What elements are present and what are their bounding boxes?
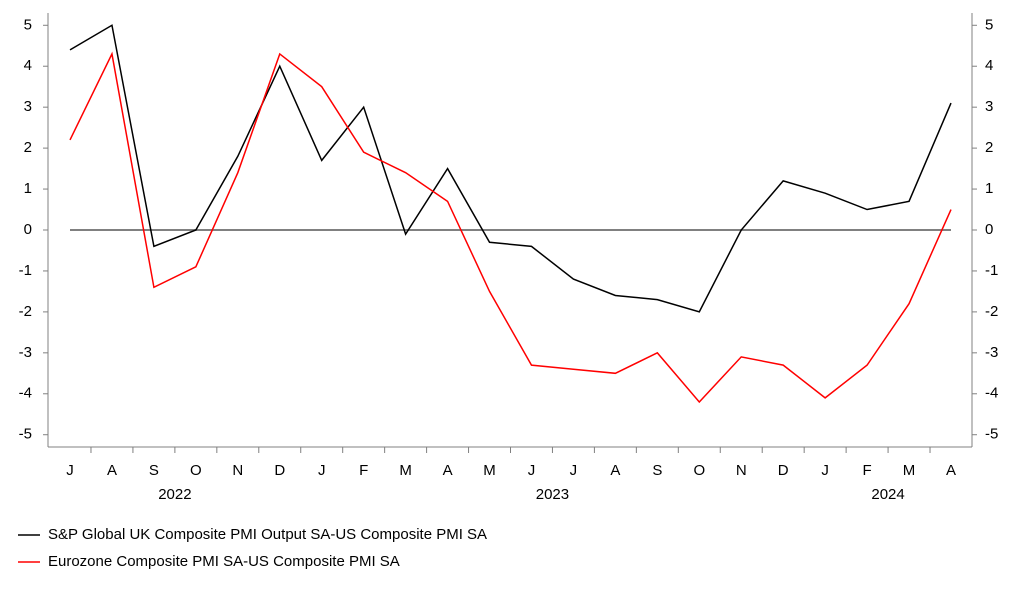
y-tick-label: 1 [24, 180, 32, 197]
x-tick-label: A [610, 462, 620, 479]
y2-tick-label: 1 [985, 180, 993, 197]
series-line [69, 51, 952, 404]
y2-tick-label: 5 [985, 16, 993, 33]
x-tick-label: A [107, 462, 117, 479]
y-tick-label: 3 [24, 98, 32, 115]
legend-label: S&P Global UK Composite PMI Output SA-US… [48, 526, 487, 543]
x-tick-label: S [652, 462, 662, 479]
x-tick-label: N [736, 462, 747, 479]
y2-tick-label: -4 [985, 385, 998, 402]
y-tick-label: 2 [24, 139, 32, 156]
x-tick-label: F [863, 462, 872, 479]
y2-tick-label: -3 [985, 344, 998, 361]
x-tick-label: M [903, 462, 916, 479]
y-tick-label: -2 [19, 303, 32, 320]
x-tick-label: S [149, 462, 159, 479]
year-label: 2022 [158, 486, 191, 503]
x-tick-label: D [778, 462, 789, 479]
legend-label: Eurozone Composite PMI SA-US Composite P… [48, 553, 400, 570]
y2-tick-label: -5 [985, 426, 998, 443]
y-tick-label: -5 [19, 426, 32, 443]
y-tick-label: 5 [24, 16, 32, 33]
y2-tick-label: -1 [985, 262, 998, 279]
y-tick-label: 0 [24, 221, 32, 238]
x-tick-label: F [359, 462, 368, 479]
y-tick-label: 4 [24, 57, 32, 74]
year-label: 2024 [871, 486, 904, 503]
y2-tick-label: 0 [985, 221, 993, 238]
x-tick-label: D [274, 462, 285, 479]
x-tick-label: O [693, 462, 705, 479]
y-tick-label: -3 [19, 344, 32, 361]
y2-tick-label: -2 [985, 303, 998, 320]
y2-tick-label: 2 [985, 139, 993, 156]
legend: S&P Global UK Composite PMI Output SA-US… [18, 526, 487, 570]
x-tick-label: M [483, 462, 496, 479]
x-tick-label: A [443, 462, 453, 479]
y2-tick-label: 3 [985, 98, 993, 115]
x-tick-label: M [399, 462, 412, 479]
x-tick-label: J [528, 462, 536, 479]
y2-tick-label: 4 [985, 57, 993, 74]
y-tick-label: -1 [19, 262, 32, 279]
x-tick-label: J [318, 462, 326, 479]
y-tick-label: -4 [19, 385, 32, 402]
x-tick-label: N [232, 462, 243, 479]
x-tick-label: J [66, 462, 74, 479]
x-tick-label: J [570, 462, 578, 479]
x-tick-label: J [821, 462, 829, 479]
year-label: 2023 [536, 486, 569, 503]
series-line [69, 24, 952, 313]
x-tick-label: A [946, 462, 956, 479]
x-tick-label: O [190, 462, 202, 479]
